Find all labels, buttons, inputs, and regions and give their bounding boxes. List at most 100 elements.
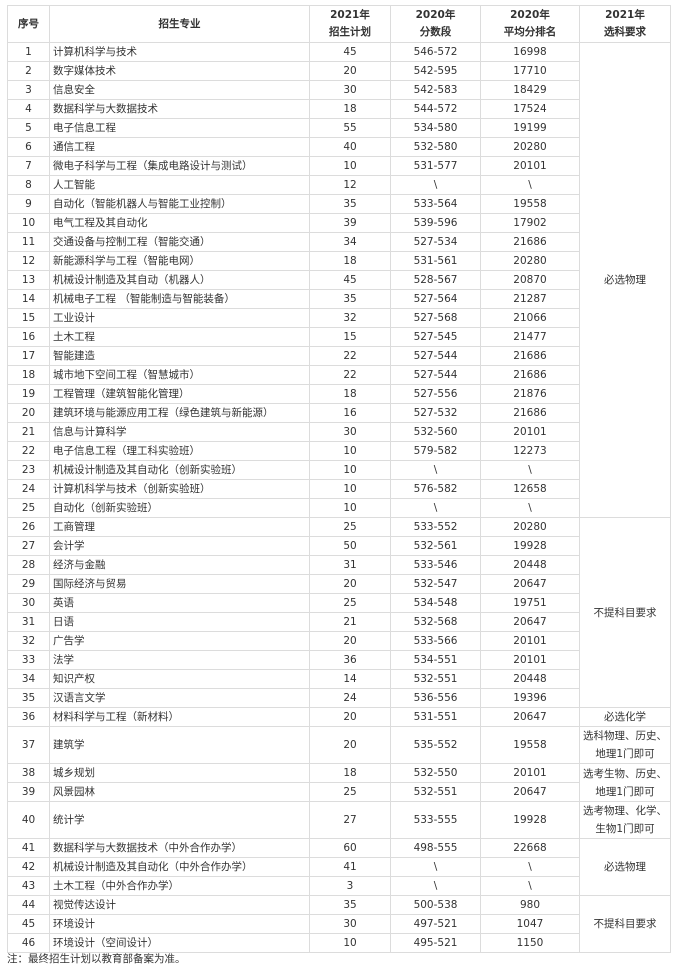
cell-major: 机械电子工程 （智能制造与智能装备） bbox=[49, 289, 310, 309]
cell-score-range: \ bbox=[390, 876, 481, 896]
cell-index: 24 bbox=[7, 479, 50, 499]
cell-major: 数字媒体技术 bbox=[49, 61, 310, 81]
cell-major: 人工智能 bbox=[49, 175, 310, 195]
cell-avg-rank: 12273 bbox=[480, 441, 580, 461]
table-row: 18 城市地下空间工程（智慧城市） 22 527-544 21686 bbox=[7, 365, 671, 385]
cell-plan: 10 bbox=[309, 933, 391, 953]
cell-plan: 24 bbox=[309, 688, 391, 708]
cell-plan: 35 bbox=[309, 895, 391, 915]
cell-avg-rank: 20101 bbox=[480, 763, 580, 783]
cell-major: 通信工程 bbox=[49, 137, 310, 157]
cell-plan: 18 bbox=[309, 763, 391, 783]
table-row: 2 数字媒体技术 20 542-595 17710 bbox=[7, 61, 671, 81]
cell-score-range: 534-548 bbox=[390, 593, 481, 613]
cell-major: 自动化（智能机器人与智能工业控制） bbox=[49, 194, 310, 214]
cell-major: 日语 bbox=[49, 612, 310, 632]
table-row: 34 知识产权 14 532-551 20448 bbox=[7, 669, 671, 689]
cell-score-range: 532-547 bbox=[390, 574, 481, 594]
header-avg-rank: 2020年 平均分排名 bbox=[480, 5, 580, 43]
cell-score-range: 534-580 bbox=[390, 118, 481, 138]
cell-score-range: 542-595 bbox=[390, 61, 481, 81]
cell-requirement: 必选化学 bbox=[579, 707, 671, 727]
cell-plan: 25 bbox=[309, 517, 391, 537]
cell-index: 14 bbox=[7, 289, 50, 309]
cell-major: 建筑学 bbox=[49, 726, 310, 764]
cell-avg-rank: 17710 bbox=[480, 61, 580, 81]
cell-major: 电子信息工程（理工科实验班） bbox=[49, 441, 310, 461]
cell-index: 20 bbox=[7, 403, 50, 423]
cell-major: 城市地下空间工程（智慧城市） bbox=[49, 365, 310, 385]
cell-index: 22 bbox=[7, 441, 50, 461]
cell-major: 视觉传达设计 bbox=[49, 895, 310, 915]
cell-plan: 50 bbox=[309, 536, 391, 556]
cell-score-range: 532-551 bbox=[390, 669, 481, 689]
cell-avg-rank: 20101 bbox=[480, 156, 580, 176]
cell-index: 30 bbox=[7, 593, 50, 613]
cell-avg-rank: 20647 bbox=[480, 612, 580, 632]
cell-plan: 30 bbox=[309, 80, 391, 100]
cell-index: 5 bbox=[7, 118, 50, 138]
cell-major: 材料科学与工程（新材料） bbox=[49, 707, 310, 727]
cell-plan: 22 bbox=[309, 365, 391, 385]
cell-major: 电气工程及其自动化 bbox=[49, 213, 310, 233]
cell-major: 广告学 bbox=[49, 631, 310, 651]
cell-plan: 14 bbox=[309, 669, 391, 689]
cell-plan: 18 bbox=[309, 384, 391, 404]
cell-avg-rank: 19928 bbox=[480, 536, 580, 556]
cell-index: 27 bbox=[7, 536, 50, 556]
table-row: 19 工程管理（建筑智能化管理） 18 527-556 21876 bbox=[7, 384, 671, 404]
cell-index: 11 bbox=[7, 232, 50, 252]
cell-avg-rank: 19751 bbox=[480, 593, 580, 613]
cell-score-range: 532-560 bbox=[390, 422, 481, 442]
cell-score-range: 527-545 bbox=[390, 327, 481, 347]
table-row: 12 新能源科学与工程（智能电网） 18 531-561 20280 bbox=[7, 251, 671, 271]
cell-score-range: 531-577 bbox=[390, 156, 481, 176]
table-row: 30 英语 25 534-548 19751 bbox=[7, 593, 671, 613]
cell-plan: 41 bbox=[309, 857, 391, 877]
cell-plan: 35 bbox=[309, 289, 391, 309]
cell-avg-rank: 19558 bbox=[480, 726, 580, 764]
table-row: 26 工商管理 25 533-552 20280 不提科目要求 bbox=[7, 517, 671, 708]
cell-major: 土木工程 bbox=[49, 327, 310, 347]
cell-avg-rank: 20101 bbox=[480, 650, 580, 670]
cell-plan: 10 bbox=[309, 156, 391, 176]
cell-avg-rank: 21876 bbox=[480, 384, 580, 404]
cell-score-range: 528-567 bbox=[390, 270, 481, 290]
cell-plan: 60 bbox=[309, 838, 391, 858]
cell-avg-rank: 20647 bbox=[480, 782, 580, 802]
table-row: 7 微电子科学与工程（集成电路设计与测试） 10 531-577 20101 bbox=[7, 156, 671, 176]
cell-avg-rank: 18429 bbox=[480, 80, 580, 100]
cell-score-range: 579-582 bbox=[390, 441, 481, 461]
cell-index: 26 bbox=[7, 517, 50, 537]
cell-requirement: 必选物理 bbox=[579, 42, 671, 518]
cell-avg-rank: 19558 bbox=[480, 194, 580, 214]
cell-plan: 36 bbox=[309, 650, 391, 670]
table-row: 33 法学 36 534-551 20101 bbox=[7, 650, 671, 670]
table-row: 28 经济与金融 31 533-546 20448 bbox=[7, 555, 671, 575]
cell-avg-rank: \ bbox=[480, 876, 580, 896]
table-row: 46 环境设计（空间设计） 10 495-521 1150 bbox=[7, 933, 671, 953]
cell-major: 计算机科学与技术（创新实验班） bbox=[49, 479, 310, 499]
cell-plan: 30 bbox=[309, 914, 391, 934]
cell-score-range: 542-583 bbox=[390, 80, 481, 100]
cell-avg-rank: 21066 bbox=[480, 308, 580, 328]
cell-major: 自动化（创新实验班） bbox=[49, 498, 310, 518]
cell-plan: 20 bbox=[309, 61, 391, 81]
table-row: 8 人工智能 12 \ \ bbox=[7, 175, 671, 195]
cell-index: 15 bbox=[7, 308, 50, 328]
cell-major: 会计学 bbox=[49, 536, 310, 556]
cell-avg-rank: 20101 bbox=[480, 422, 580, 442]
header-plan: 2021年 招生计划 bbox=[309, 5, 391, 43]
cell-plan: 3 bbox=[309, 876, 391, 896]
cell-avg-rank: 20647 bbox=[480, 707, 580, 727]
cell-major: 机械设计制造及其自动（机器人） bbox=[49, 270, 310, 290]
cell-score-range: 535-552 bbox=[390, 726, 481, 764]
cell-index: 35 bbox=[7, 688, 50, 708]
cell-index: 7 bbox=[7, 156, 50, 176]
cell-plan: 45 bbox=[309, 42, 391, 62]
cell-score-range: 500-538 bbox=[390, 895, 481, 915]
cell-avg-rank: 20448 bbox=[480, 669, 580, 689]
cell-score-range: 534-551 bbox=[390, 650, 481, 670]
cell-index: 16 bbox=[7, 327, 50, 347]
cell-avg-rank: 20280 bbox=[480, 251, 580, 271]
